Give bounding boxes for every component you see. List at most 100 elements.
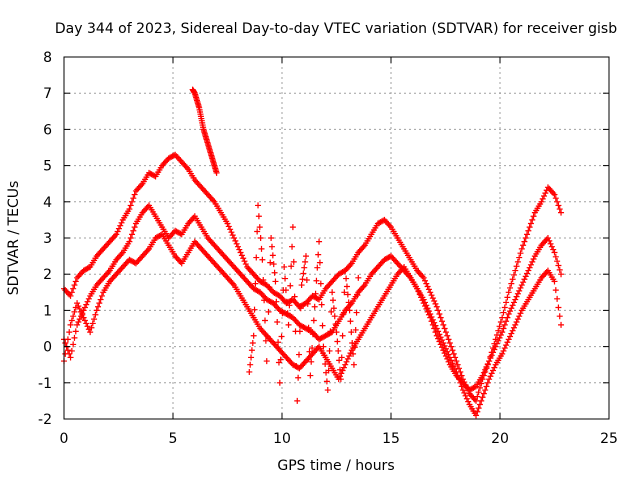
data-point: [336, 357, 343, 364]
data-point: [291, 293, 298, 300]
data-point: [229, 232, 236, 239]
data-point: [342, 267, 349, 274]
data-point: [499, 350, 506, 357]
data-point: [268, 235, 275, 241]
data-point: [338, 354, 345, 361]
data-point: [350, 361, 357, 368]
data-point: [68, 347, 75, 354]
data-point: [251, 306, 258, 313]
data-point: [75, 318, 82, 325]
data-point: [529, 258, 536, 265]
x-tick-label: 25: [600, 431, 618, 447]
data-point: [558, 321, 565, 328]
data-point: [261, 297, 268, 304]
data-point: [354, 292, 361, 299]
data-point: [283, 298, 290, 305]
data-point: [547, 240, 554, 247]
data-point: [62, 350, 69, 357]
data-point: [323, 378, 330, 385]
data-point: [67, 292, 74, 299]
data-point: [439, 318, 446, 325]
data-point: [75, 303, 82, 310]
data-point: [431, 319, 438, 326]
data-point: [326, 347, 333, 354]
data-point: [84, 323, 91, 330]
data-point: [249, 339, 256, 346]
data-point: [233, 240, 240, 247]
data-point: [130, 227, 137, 234]
x-tick-label: 20: [491, 431, 509, 447]
data-point: [555, 202, 562, 209]
data-point: [227, 226, 234, 233]
data-point: [268, 243, 275, 250]
data-point: [465, 398, 472, 405]
data-point: [449, 347, 456, 354]
data-point: [490, 367, 497, 374]
data-point: [558, 271, 565, 278]
data-point: [505, 336, 512, 343]
data-point: [488, 352, 495, 359]
data-point: [76, 316, 83, 323]
data-point: [475, 389, 482, 396]
data-point: [432, 300, 439, 307]
data-point: [514, 258, 521, 265]
data-point: [424, 283, 431, 290]
data-point: [242, 261, 249, 268]
data-point: [503, 342, 510, 349]
data-point: [518, 282, 525, 289]
data-point: [78, 308, 85, 315]
data-point: [556, 206, 563, 213]
data-point: [296, 351, 303, 358]
data-point: [341, 289, 348, 296]
data-point: [344, 291, 351, 298]
data-point: [548, 243, 555, 250]
data-point: [526, 264, 533, 271]
data-point: [500, 325, 507, 332]
data-point: [525, 267, 532, 274]
data-point: [71, 282, 78, 289]
data-point: [436, 331, 443, 338]
data-point: [448, 343, 455, 350]
data-point: [480, 369, 487, 376]
data-point: [544, 235, 551, 241]
data-point: [83, 320, 90, 327]
data-point: [458, 383, 465, 390]
data-point: [512, 321, 519, 328]
data-point: [508, 330, 515, 337]
data-point: [497, 318, 504, 325]
data-point: [228, 229, 235, 236]
data-point: [514, 290, 521, 297]
data-point: [84, 298, 91, 305]
data-point: [270, 261, 277, 268]
data-point: [527, 220, 534, 227]
data-point: [312, 290, 319, 297]
data-point: [437, 314, 444, 321]
data-point: [346, 307, 353, 314]
data-point: [517, 310, 524, 317]
data-point: [486, 358, 493, 365]
data-point: [305, 324, 312, 331]
data-point: [524, 270, 531, 277]
data-point: [118, 219, 125, 226]
data-point: [435, 307, 442, 314]
data-point: [88, 324, 95, 331]
data-point: [340, 364, 347, 371]
data-point: [513, 293, 520, 300]
data-point: [96, 300, 103, 307]
data-points: [61, 86, 565, 419]
data-point: [338, 370, 345, 377]
data-point: [487, 373, 494, 380]
data-point: [310, 317, 317, 324]
data-point: [267, 259, 274, 266]
data-point: [482, 366, 489, 373]
data-point: [504, 339, 511, 346]
data-point: [257, 235, 264, 241]
data-point: [499, 329, 506, 336]
data-point: [349, 339, 356, 346]
data-point: [255, 202, 262, 209]
data-point: [487, 355, 494, 362]
data-point: [336, 373, 343, 380]
data-point: [67, 321, 74, 328]
data-point: [70, 285, 77, 292]
data-point: [113, 231, 120, 238]
